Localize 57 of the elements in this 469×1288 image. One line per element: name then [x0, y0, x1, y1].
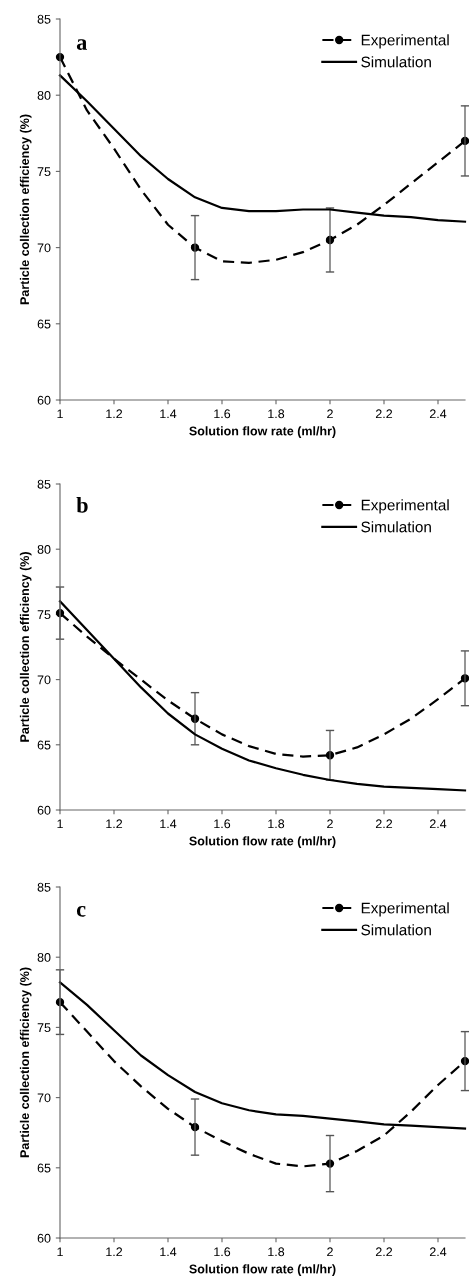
y-tick-label: 60 [37, 805, 51, 815]
x-axis-title: Solution flow rate (ml/hr) [189, 426, 336, 438]
x-tick-label: 1.2 [106, 409, 123, 419]
x-tick-label: 1.6 [214, 819, 231, 829]
x-tick-label: 1 [57, 409, 63, 419]
y-tick-label: 60 [37, 395, 51, 405]
y-tick-label: 70 [37, 675, 51, 685]
y-axis-title: Particle collection efficiency (%) [19, 114, 32, 305]
x-tick-label: 1.8 [268, 409, 285, 419]
legend-label: Simulation [361, 521, 431, 533]
y-tick-label: 80 [37, 953, 51, 962]
y-axis-title: Particle collection efficiency (%) [19, 967, 32, 1158]
x-tick-label: 1.4 [160, 409, 177, 419]
y-tick-label: 65 [37, 1163, 51, 1173]
x-tick-label: 1.6 [214, 1247, 231, 1257]
text: c [76, 905, 86, 917]
x-tick-label: 2 [327, 819, 333, 829]
x-tick-label: 2 [327, 409, 333, 419]
x-tick-label: 2.4 [429, 409, 447, 419]
y-tick-label: 75 [37, 1023, 51, 1033]
x-tick-label: 2.2 [375, 819, 393, 829]
x-tick-label: 2 [327, 1247, 333, 1257]
y-tick-label: 65 [37, 319, 51, 329]
x-tick-label: 2.2 [375, 1247, 393, 1257]
x-tick-label: 1.4 [160, 1247, 177, 1257]
y-axis-title: Particle collection efficiency (%) [19, 552, 32, 742]
y-tick-label: 80 [37, 91, 51, 100]
y-tick-label: 85 [37, 479, 51, 489]
y-tick-label: 75 [37, 167, 51, 177]
y-tick-label: 70 [37, 1093, 51, 1103]
y-tick-label: 75 [37, 610, 51, 620]
x-tick-label: 2.4 [429, 1247, 447, 1257]
x-tick-label: 1.4 [160, 819, 177, 829]
legend-label: Experimental [361, 34, 449, 49]
y-tick-label: 85 [37, 14, 51, 24]
x-tick-label: 2.4 [429, 819, 447, 829]
x-tick-label: 1 [57, 1247, 63, 1257]
y-tick-label: 65 [37, 740, 51, 750]
x-tick-label: 1.2 [106, 819, 123, 829]
x-tick-label: 1.8 [268, 1247, 285, 1257]
y-tick-label: 70 [37, 243, 51, 253]
x-tick-label: 1.8 [268, 819, 285, 829]
legend-label: Simulation [361, 56, 431, 68]
x-tick-label: 1.6 [214, 409, 231, 419]
x-tick-label: 1 [57, 819, 63, 829]
x-tick-label: 2.2 [375, 409, 393, 419]
chart-title: b [76, 497, 88, 513]
y-tick-label: 85 [37, 882, 51, 892]
legend-label: Simulation [361, 924, 431, 936]
x-tick-label: 1.2 [106, 1247, 123, 1257]
text: a [76, 39, 87, 50]
y-tick-label: 80 [37, 545, 51, 554]
x-axis-title: Solution flow rate (ml/hr) [189, 836, 336, 848]
x-axis-title: Solution flow rate (ml/hr) [189, 1264, 336, 1276]
legend-label: Experimental [361, 499, 449, 514]
y-tick-label: 60 [37, 1233, 51, 1243]
legend-label: Experimental [361, 902, 449, 917]
